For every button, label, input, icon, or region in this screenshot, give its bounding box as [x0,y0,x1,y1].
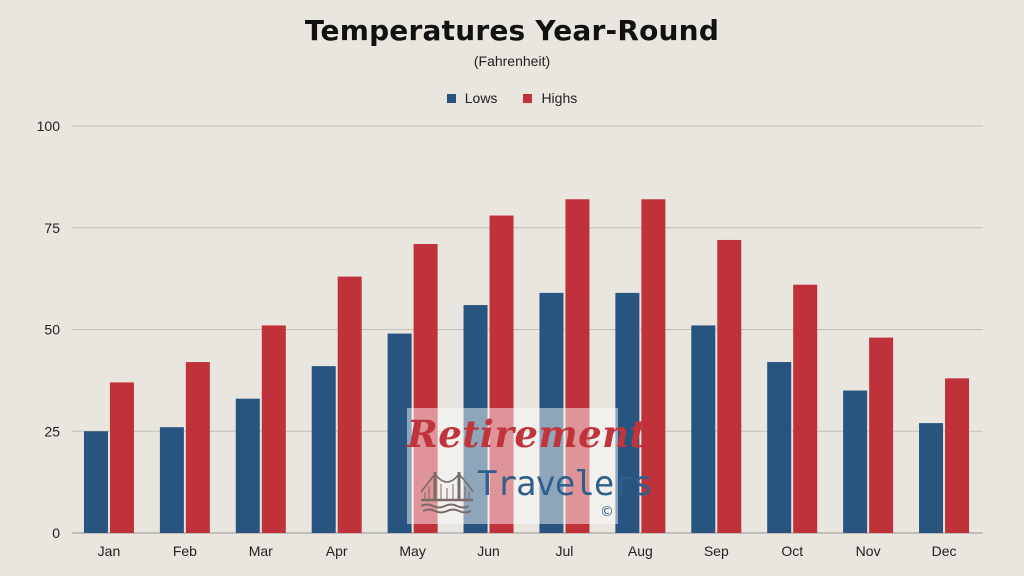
x-tick-label: Jun [477,543,500,559]
x-tick-label: Jul [556,543,574,559]
logo-text-retirement: Retirement [407,412,648,456]
bar-highs-sep [717,239,742,533]
legend-label-lows: Lows [464,90,498,106]
bar-highs-mar [261,325,286,533]
legend-swatch-lows [446,93,456,103]
chart-legend: Lows Highs [0,90,1024,106]
chart-title: Temperatures Year-Round [304,14,720,47]
chart-subtitle: (Fahrenheit) [473,53,551,69]
bar-lows-aug [615,292,640,533]
bar-highs-oct [793,284,818,533]
x-tick-label: Aug [628,543,653,559]
logo-text-travelers: Travelers [477,464,653,504]
x-tick-label: Nov [856,543,881,559]
bar-highs-jun [489,215,514,534]
bar-lows-nov [843,390,868,533]
x-tick-label: Oct [781,543,803,559]
y-tick-label: 100 [37,118,61,134]
bar-lows-sep [691,325,716,533]
bar-lows-mar [235,398,260,533]
logo-watermark: Retirement Travelers © [407,408,653,524]
y-tick-label: 25 [44,423,60,439]
bar-lows-jul [539,292,564,533]
y-tick-label: 50 [44,322,60,338]
x-tick-label: Feb [173,543,197,559]
bar-lows-apr [311,366,336,533]
bar-lows-may [387,333,412,533]
bar-lows-feb [159,427,184,533]
x-tick-label: Apr [326,543,348,559]
bar-lows-jan [83,431,108,533]
legend-item-lows: Lows [446,90,498,106]
bar-lows-dec [919,423,944,533]
bar-highs-aug [641,199,666,533]
copyright-symbol: © [600,504,614,520]
bar-highs-dec [945,378,970,533]
y-tick-label: 0 [52,525,60,541]
bridge-icon [420,472,474,514]
x-tick-label: Jan [98,543,121,559]
bar-lows-jun [463,305,488,533]
bar-highs-apr [337,276,362,533]
bar-highs-nov [869,337,894,533]
bar-highs-jul [565,199,590,533]
y-tick-label: 75 [44,220,60,236]
x-tick-label: May [399,543,425,559]
legend-item-highs: Highs [523,90,577,106]
x-tick-label: Dec [932,543,957,559]
legend-swatch-highs [523,93,533,103]
legend-label-highs: Highs [541,90,578,106]
x-tick-label: Sep [704,543,729,559]
bar-highs-jan [109,382,134,533]
x-tick-label: Mar [249,543,273,559]
bar-lows-oct [767,362,792,533]
bar-highs-feb [185,362,210,533]
